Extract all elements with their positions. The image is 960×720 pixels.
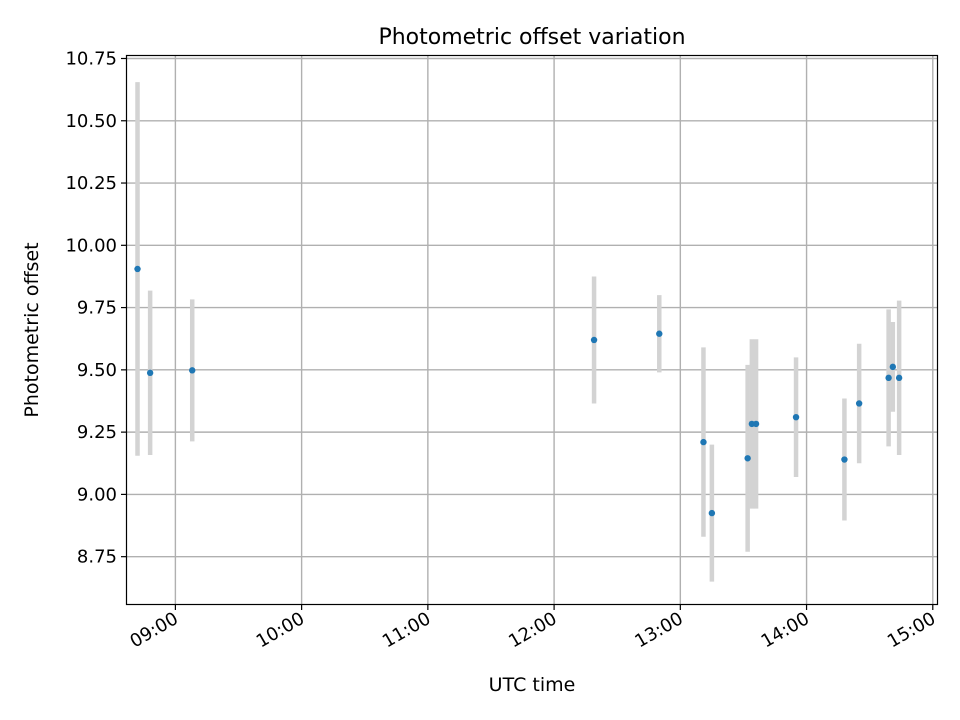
data-point <box>146 369 154 377</box>
y-tick-label: 10.25 <box>65 173 117 194</box>
data-point <box>895 374 903 382</box>
data-point <box>708 509 716 517</box>
y-axis-label: Photometric offset <box>21 242 43 417</box>
data-points <box>134 265 903 517</box>
grid <box>127 56 937 604</box>
data-point <box>889 363 897 371</box>
y-tick-label: 9.00 <box>77 484 117 505</box>
x-axis-label: UTC time <box>489 674 576 696</box>
y-tick-label: 9.50 <box>77 360 117 381</box>
y-tick-label: 9.75 <box>77 298 117 319</box>
data-point <box>700 438 707 446</box>
y-tick-label: 10.75 <box>65 48 117 69</box>
plot-frame <box>125 54 939 606</box>
y-tick-label: 10.00 <box>65 235 117 256</box>
data-point <box>752 420 760 428</box>
chart-title: Photometric offset variation <box>378 25 685 50</box>
data-point <box>656 330 663 337</box>
data-point <box>744 455 751 462</box>
data-point <box>792 413 800 421</box>
y-axis: 8.75 9.00 9.25 9.50 9.75 10.00 10.25 10.50 10.75 <box>65 48 127 568</box>
y-tick-label: 8.75 <box>77 547 117 568</box>
y-tick-label: 9.25 <box>77 422 117 443</box>
data-point <box>841 456 848 463</box>
data-point <box>189 367 196 374</box>
data-point <box>855 400 863 407</box>
data-point <box>134 265 141 273</box>
data-point <box>590 336 598 344</box>
y-tick-label: 10.50 <box>65 111 117 132</box>
data-point <box>885 374 892 382</box>
